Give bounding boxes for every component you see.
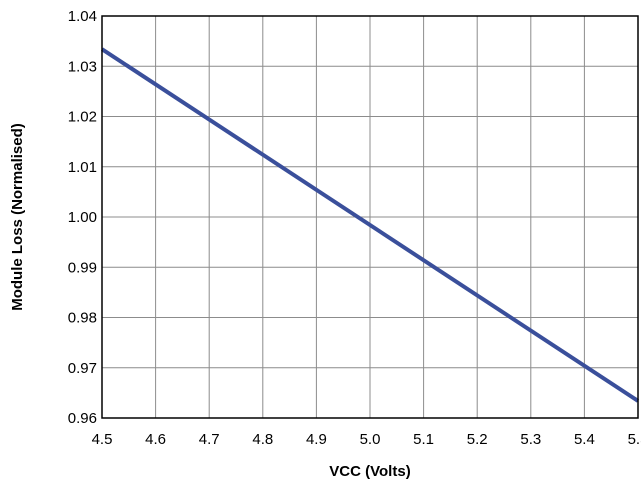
series-group (100, 47, 640, 403)
y-tick-label: 1.04 (68, 8, 97, 25)
y-tick-label: 1.01 (68, 159, 97, 176)
x-tick-label: 5.3 (520, 431, 541, 448)
x-tick-label: 5.1 (413, 431, 434, 448)
series-line (100, 47, 640, 403)
y-tick-label: 1.00 (68, 209, 97, 226)
x-tick-label: 5.4 (574, 431, 595, 448)
y-axis-title: Module Loss (Normalised) (9, 123, 26, 311)
plot-frame (101, 15, 639, 419)
y-tick-label: 0.99 (68, 259, 97, 276)
x-tick-label: 5.0 (360, 431, 381, 448)
y-tick-labels: 0.96 0.97 0.98 0.99 1.00 1.01 1.02 1.03 1.04 (68, 8, 97, 427)
x-tick-label: 5.2 (467, 431, 488, 448)
x-tick-label: 4.8 (252, 431, 273, 448)
y-tick-label: 0.97 (68, 360, 97, 377)
x-tick-label: 5.5 (628, 431, 641, 448)
grid-lines (102, 16, 638, 418)
y-tick-label: 1.02 (68, 109, 97, 126)
y-tick-label: 0.98 (68, 310, 97, 327)
x-tick-labels: 4.5 4.6 4.7 4.8 4.9 5.0 5.1 5.2 5.3 5.4 5.5 (92, 431, 641, 448)
x-axis-title: VCC (Volts) (329, 463, 410, 480)
y-tick-label: 0.96 (68, 410, 97, 427)
x-tick-label: 4.9 (306, 431, 327, 448)
x-tick-label: 4.5 (92, 431, 113, 448)
x-tick-label: 4.7 (199, 431, 220, 448)
y-tick-label: 1.03 (68, 58, 97, 75)
x-tick-label: 4.6 (145, 431, 166, 448)
